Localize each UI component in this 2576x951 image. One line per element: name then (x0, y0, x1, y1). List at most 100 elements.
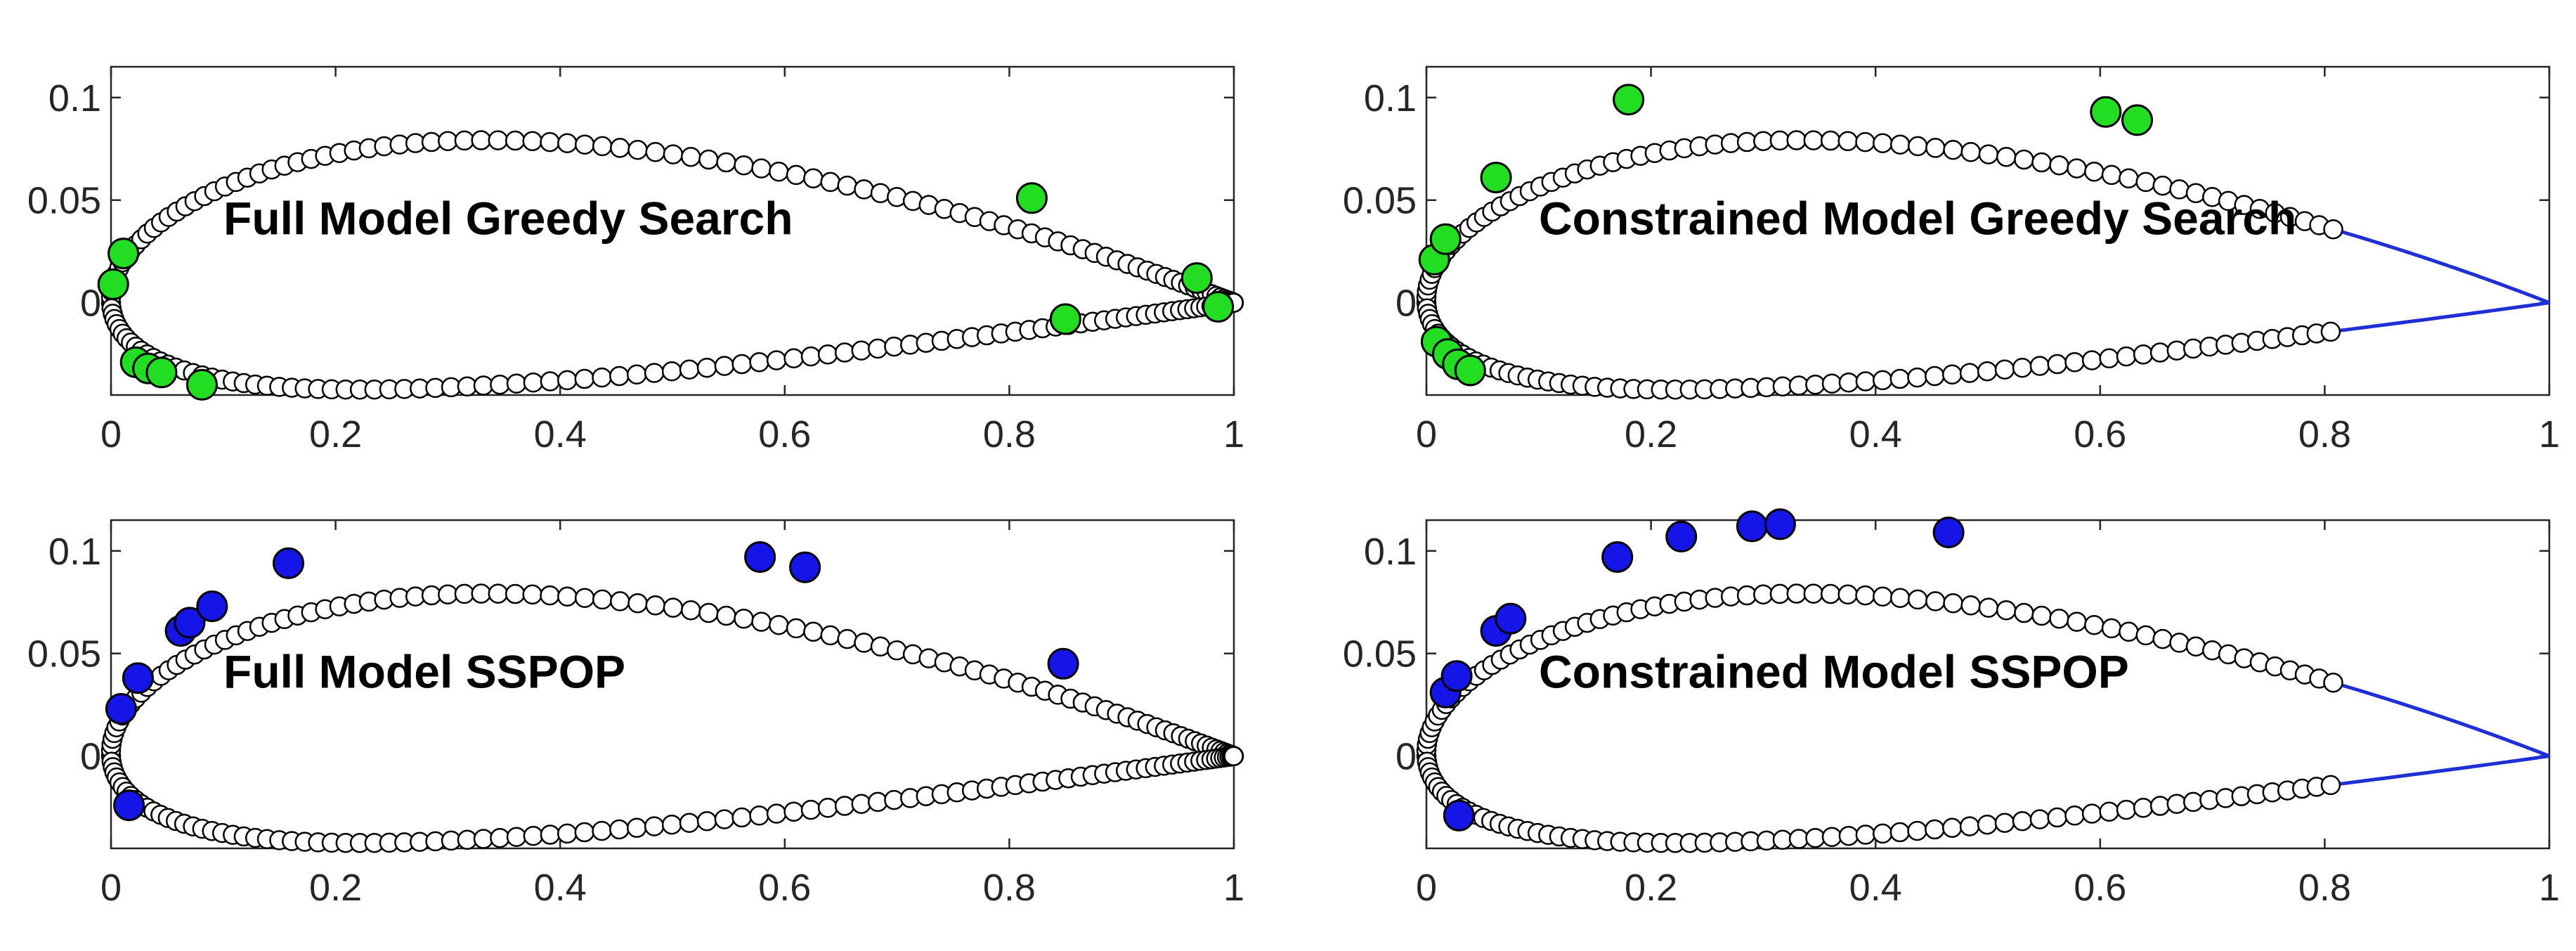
sensor-marker (2185, 636, 2206, 657)
panel-4: 0 0.2 0.4 0.6 0.8 1 0 0.05 0.1 Constrained Model … (1343, 508, 2560, 909)
sensor-marker (731, 354, 752, 375)
sensor-marker (837, 628, 857, 649)
selected-sensor-point (1180, 262, 1213, 295)
sensor-marker (540, 824, 561, 845)
sensor-marker (1873, 586, 1893, 607)
selected-sensor-point (1429, 223, 1462, 255)
x-tick-label: 0.2 (309, 867, 362, 909)
sensor-marker (627, 139, 648, 160)
sensor-marker (523, 825, 544, 846)
sensor-marker (803, 168, 824, 189)
sensor-marker (2149, 796, 2171, 816)
sensor-marker (1820, 583, 1841, 604)
sensor-marker (540, 371, 561, 392)
sensor-marker (574, 822, 595, 843)
sensor-marker (505, 583, 526, 604)
selected-sensor-point (2121, 104, 2153, 136)
sensor-marker (2064, 352, 2085, 373)
selected-sensor-point (113, 789, 145, 822)
tail-line-upper (2336, 682, 2550, 758)
sensor-marker (783, 348, 804, 369)
x-tick-label: 0 (1416, 413, 1437, 455)
sensor-marker (716, 152, 736, 173)
x-tick-label: 1 (2539, 413, 2560, 455)
sensor-marker (2119, 621, 2139, 642)
x-tick-label: 0.8 (983, 867, 1036, 909)
sensor-marker (645, 142, 665, 162)
sensor-marker (488, 130, 509, 150)
sensor-marker (1803, 583, 1824, 604)
tail-line-lower (2334, 754, 2550, 787)
sensor-marker (766, 803, 787, 824)
sensor-marker (2047, 354, 2067, 375)
sensor-marker (714, 356, 735, 376)
sensor-marker (2152, 628, 2173, 649)
sensor-marker (471, 130, 491, 150)
selected-sensor-point (105, 693, 137, 725)
sensor-marker (2014, 149, 2034, 170)
sensor-marker (1821, 827, 1842, 847)
sensor-marker (679, 813, 700, 833)
selected-sensor-point (1764, 508, 1796, 541)
sensor-marker (1959, 363, 1980, 383)
sensor-marker (2183, 791, 2204, 813)
sensor-marker (1837, 584, 1858, 605)
sensor-marker (817, 344, 838, 365)
selected-sensors (105, 541, 1079, 822)
sensor-marker (696, 357, 717, 378)
sensor-marker (1925, 138, 1946, 158)
sensor-marker (786, 618, 807, 639)
sensor-marker (2133, 798, 2154, 818)
sensor-marker (1889, 588, 1911, 608)
sensor-marker (1223, 746, 1244, 766)
sensor-marker (837, 175, 857, 196)
sensor-marker (1855, 371, 1876, 392)
sensor-marker (1753, 584, 1774, 604)
sensor-marker (680, 146, 701, 167)
selected-sensors (1418, 84, 2153, 387)
x-tick-label: 0.4 (534, 413, 587, 455)
sensor-marker (1769, 583, 1790, 604)
sensor-marker (751, 158, 772, 179)
sensor-marker (592, 136, 613, 157)
sensor-marker (1769, 130, 1790, 151)
sensor-marker (2101, 164, 2122, 186)
sensor-marker (473, 375, 494, 396)
panel-3: 0 0.2 0.4 0.6 0.8 1 0 0.05 0.1 Full Model SSPOP (27, 519, 1244, 909)
sensor-marker (1996, 146, 2017, 167)
axes-box (110, 519, 1235, 850)
sensor-marker (1889, 368, 1911, 389)
sensor-marker (749, 352, 769, 373)
sensor-marker (834, 342, 855, 363)
sensor-marker (698, 149, 719, 170)
sensor-marker (2119, 168, 2139, 189)
sensor-marker (2031, 152, 2052, 173)
sensor-marker (854, 633, 874, 653)
sensor-marker (1838, 825, 1859, 846)
sensor-marker (557, 370, 578, 391)
x-tick-label: 1 (1223, 413, 1244, 455)
x-tick-label: 0 (100, 867, 122, 909)
sensor-marker (1977, 361, 1998, 382)
sensor-marker (2029, 356, 2050, 376)
sensor-marker (749, 806, 769, 826)
sensor-marker (540, 131, 560, 153)
sensor-marker (1977, 814, 1998, 835)
y-tick-label: 0 (80, 283, 101, 325)
sensor-marker (1873, 133, 1893, 153)
sensor-marker (2012, 810, 2033, 832)
sensor-marker (2116, 799, 2137, 820)
selected-sensor-point (789, 551, 821, 583)
sensor-marker (592, 367, 612, 388)
sensor-marker (820, 625, 840, 646)
sensor-marker (2031, 605, 2052, 626)
x-tick-label: 0.6 (2074, 413, 2126, 455)
sensor-marker (2323, 219, 2343, 240)
sensor-marker (540, 585, 560, 606)
sensor-marker (867, 338, 888, 359)
selected-sensor-point (1047, 647, 1079, 680)
selected-sensor-point (1454, 354, 1486, 387)
sensor-marker (1838, 372, 1859, 393)
sensor-marker (1788, 375, 1809, 396)
